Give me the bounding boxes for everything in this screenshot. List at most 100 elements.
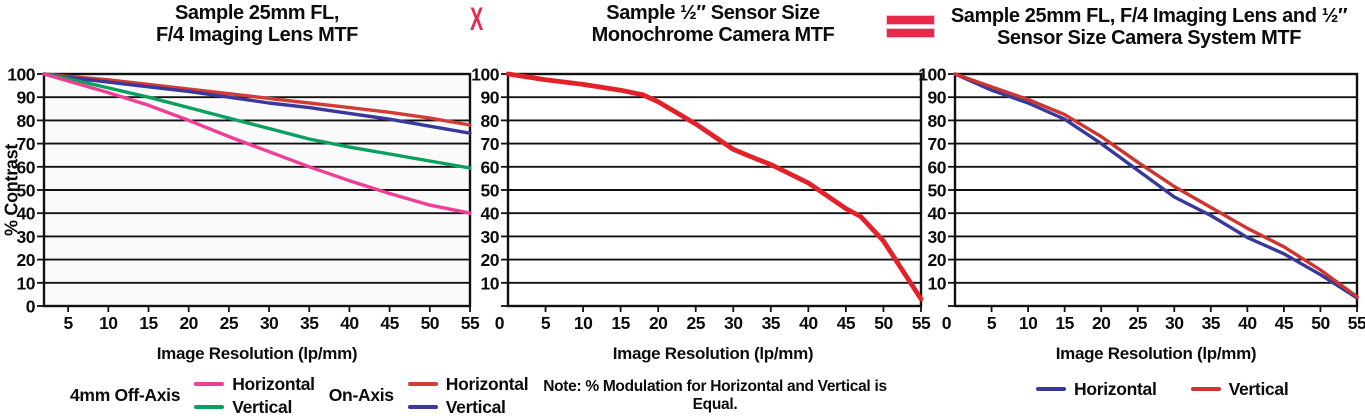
legend-entry-label: Vertical — [1228, 378, 1289, 399]
y-tick-label: 20 — [17, 250, 36, 270]
lens-mtf-series-mm-off-axis-vertical — [42, 72, 472, 170]
legend-entry-off-axis-vertical: Vertical — [194, 396, 315, 418]
x-tick-label: 10 — [1019, 313, 1038, 333]
x-tick-label: 15 — [139, 313, 158, 333]
x-tick-label: 45 — [380, 313, 399, 333]
lens-chart-title-line2: F/4 Imaging Lens MTF — [155, 24, 358, 46]
x-axis-label-camera: Image Resolution (lp/mm) — [612, 344, 814, 363]
legend-group-label-on-axis: On-Axis — [328, 385, 394, 405]
x-tick-label: 10 — [99, 313, 118, 333]
y-tick-label: 10 — [928, 273, 947, 293]
legend-group-off-axis: Horizontal Vertical — [194, 373, 315, 418]
system-mtf-series-vertical — [953, 72, 1359, 299]
y-tick-label: 10 — [481, 273, 500, 293]
x-tick-label: 55 — [1348, 313, 1365, 333]
y-tick-label: 70 — [17, 134, 36, 154]
system-mtf-series-horizontal — [953, 72, 1359, 300]
y-tick-label: 100 — [918, 65, 946, 85]
x-tick-label: 50 — [1311, 313, 1330, 333]
x-tick-label: 35 — [1202, 313, 1221, 333]
x-tick-label: 30 — [1165, 313, 1184, 333]
y-tick-label: 70 — [928, 134, 947, 154]
legend-group-on-axis: Horizontal Vertical — [407, 373, 529, 418]
x-tick-label: 40 — [799, 313, 818, 333]
y-tick-label: 20 — [481, 250, 500, 270]
x-tick-label: 55 — [461, 313, 480, 333]
y-tick-label: 80 — [481, 111, 500, 131]
y-tick-label: 10 — [17, 273, 36, 293]
y-tick-label: 50 — [481, 181, 500, 201]
y-tick-label: 30 — [17, 227, 36, 247]
camera-chart-title-line2: Monochrome Camera MTF — [591, 24, 835, 46]
equals-operator — [887, 16, 934, 37]
x-tick-label: 35 — [762, 313, 781, 333]
legend-entry-label: Horizontal — [445, 373, 529, 394]
lens-mtf-plot: 0 10 20 30 40 50 60 70 80 90 100 5 10 15 20 25 30 35 40 45 5… — [7, 65, 480, 334]
y-tick-label: 90 — [17, 88, 36, 108]
legend-entry-on-axis-horizontal: Horizontal — [407, 373, 529, 395]
lens-chart-title-line1: Sample 25mm FL, — [174, 2, 340, 24]
x-axis-label-lens: Image Resolution (lp/mm) — [156, 344, 358, 363]
x-axis-label-system: Image Resolution (lp/mm) — [1055, 344, 1257, 363]
x-tick-label: 15 — [1055, 313, 1074, 333]
multiply-operator: X — [470, 1, 484, 37]
legend-entry-label: Horizontal — [1074, 378, 1157, 399]
on-axis-vertical-line-swatch — [407, 405, 438, 409]
x-tick-label: 0 — [942, 313, 952, 333]
system-chart-title: Sample 25mm FL, F/4 Imaging Lens and ½″ … — [937, 5, 1361, 49]
x-tick-label: 30 — [724, 313, 743, 333]
off-axis-vertical-line-swatch — [194, 405, 225, 409]
x-tick-label: 25 — [220, 313, 239, 333]
y-tick-label: 0 — [26, 297, 36, 317]
x-tick-label: 25 — [686, 313, 705, 333]
y-tick-label: 60 — [928, 157, 947, 177]
y-tick-label: 100 — [471, 65, 499, 85]
y-tick-label: 50 — [17, 181, 36, 201]
y-tick-label: 60 — [17, 157, 36, 177]
on-axis-horizontal-line-swatch — [407, 382, 438, 386]
x-tick-label: 15 — [611, 313, 630, 333]
y-tick-label: 50 — [928, 181, 947, 201]
y-tick-label: 70 — [481, 134, 500, 154]
legend-entry-label: Vertical — [445, 396, 506, 417]
equals-bar-bottom — [887, 29, 934, 37]
x-tick-label: 10 — [574, 313, 593, 333]
camera-chart-title: Sample ½″ Sensor Size Monochrome Camera … — [513, 2, 913, 46]
legend-entry-label: Vertical — [232, 396, 293, 417]
x-tick-label: 45 — [837, 313, 856, 333]
legend-entry-off-axis-horizontal: Horizontal — [194, 373, 315, 395]
camera-chart-title-line1: Sample ½″ Sensor Size — [606, 2, 820, 24]
system-chart-title-line1: Sample 25mm FL, F/4 Imaging Lens and ½″ — [950, 5, 1348, 27]
system-horizontal-line-swatch — [1036, 387, 1066, 391]
lens-mtf-series-on-axis-horizontal — [42, 72, 472, 127]
x-tick-label: 20 — [1092, 313, 1111, 333]
y-tick-label: 90 — [481, 88, 500, 108]
y-tick-label: 80 — [17, 111, 36, 131]
y-tick-label: 100 — [7, 65, 35, 85]
system-chart-legend: Horizontal Vertical — [1036, 378, 1289, 400]
x-tick-label: 35 — [300, 313, 319, 333]
legend-entry-system-horizontal: Horizontal — [1036, 378, 1157, 400]
off-axis-horizontal-line-swatch — [194, 382, 225, 386]
x-tick-label: 25 — [1128, 313, 1147, 333]
x-tick-label: 0 — [495, 313, 505, 333]
x-tick-label: 20 — [179, 313, 198, 333]
x-tick-label: 5 — [63, 313, 73, 333]
legend-entry-label: Horizontal — [232, 373, 315, 394]
legend-entry-system-vertical: Vertical — [1190, 378, 1289, 400]
lens-mtf-series-on-axis-vertical — [42, 72, 472, 135]
y-tick-label: 40 — [17, 204, 36, 224]
y-axis-label-contrast: % Contrast — [1, 144, 22, 237]
y-tick-label: 90 — [928, 88, 947, 108]
lens-chart-title: Sample 25mm FL, F/4 Imaging Lens MTF — [57, 2, 457, 46]
y-tick-label: 30 — [481, 227, 500, 247]
y-tick-label: 20 — [928, 250, 947, 270]
system-mtf-plot: 10 20 30 40 50 60 70 80 90 100 0 5 10 15 20 25 30 35 40 45 5… — [918, 65, 1365, 334]
lens-chart-legend: 4mm Off-Axis Horizontal Vertical On-Axis… — [70, 373, 529, 418]
y-tick-label: 80 — [928, 111, 947, 131]
camera-mtf-plot: 10 20 30 40 50 60 70 80 90 100 0 5 10 15 20 25 30 35 40 45 5… — [471, 65, 931, 334]
y-tick-label: 60 — [481, 157, 500, 177]
system-vertical-line-swatch — [1190, 387, 1221, 391]
x-tick-label: 50 — [421, 313, 440, 333]
